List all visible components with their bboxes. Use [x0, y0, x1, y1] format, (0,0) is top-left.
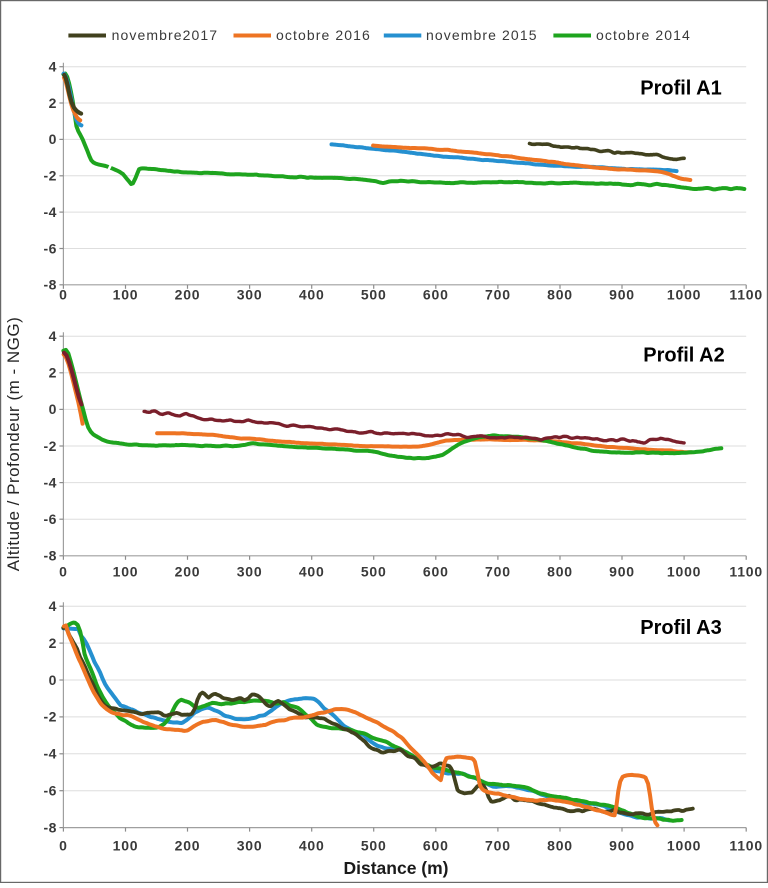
svg-text:300: 300 — [237, 563, 263, 579]
svg-text:-4: -4 — [43, 204, 56, 220]
svg-text:-4: -4 — [43, 474, 56, 490]
svg-text:novembre 2015: novembre 2015 — [426, 27, 538, 43]
svg-text:Profil A1: Profil A1 — [640, 78, 722, 100]
svg-text:200: 200 — [175, 286, 201, 302]
svg-text:600: 600 — [423, 837, 449, 853]
svg-text:novembre2017: novembre2017 — [112, 27, 219, 43]
svg-text:2: 2 — [49, 365, 57, 381]
svg-text:200: 200 — [175, 837, 201, 853]
svg-text:0: 0 — [49, 672, 57, 688]
svg-text:-4: -4 — [43, 746, 56, 762]
svg-text:100: 100 — [113, 837, 139, 853]
svg-text:400: 400 — [299, 563, 325, 579]
svg-text:1000: 1000 — [667, 286, 701, 302]
svg-text:-8: -8 — [43, 277, 56, 293]
svg-text:4: 4 — [49, 59, 57, 75]
svg-text:500: 500 — [361, 286, 387, 302]
svg-text:octobre 2014: octobre 2014 — [596, 27, 691, 43]
svg-text:0: 0 — [49, 401, 57, 417]
svg-text:500: 500 — [361, 563, 387, 579]
svg-text:900: 900 — [609, 563, 635, 579]
svg-text:4: 4 — [49, 598, 57, 614]
svg-text:2: 2 — [49, 95, 57, 111]
svg-text:1100: 1100 — [729, 286, 763, 302]
svg-text:100: 100 — [113, 563, 139, 579]
svg-text:900: 900 — [609, 286, 635, 302]
svg-text:-2: -2 — [43, 438, 56, 454]
svg-text:600: 600 — [423, 563, 449, 579]
svg-text:-8: -8 — [43, 548, 56, 564]
svg-text:0: 0 — [59, 837, 68, 853]
svg-text:900: 900 — [609, 837, 635, 853]
svg-text:600: 600 — [423, 286, 449, 302]
svg-text:0: 0 — [59, 563, 68, 579]
svg-text:0: 0 — [59, 286, 68, 302]
svg-text:200: 200 — [175, 563, 201, 579]
svg-text:Distance (m): Distance (m) — [343, 858, 448, 878]
svg-text:Profil A2: Profil A2 — [643, 345, 725, 367]
svg-text:1000: 1000 — [667, 563, 701, 579]
svg-text:4: 4 — [49, 328, 57, 344]
svg-text:300: 300 — [237, 837, 263, 853]
svg-text:100: 100 — [113, 286, 139, 302]
svg-text:-8: -8 — [43, 819, 56, 835]
svg-text:Profil A3: Profil A3 — [640, 617, 722, 639]
svg-text:800: 800 — [547, 837, 573, 853]
svg-text:0: 0 — [49, 131, 57, 147]
svg-text:-6: -6 — [43, 511, 56, 527]
svg-text:-2: -2 — [43, 168, 56, 184]
svg-text:-6: -6 — [43, 783, 56, 799]
svg-text:2: 2 — [49, 635, 57, 651]
svg-text:300: 300 — [237, 286, 263, 302]
svg-text:Altitude / Profondeur (m - NGG: Altitude / Profondeur (m - NGG) — [4, 317, 23, 572]
svg-text:700: 700 — [485, 837, 511, 853]
svg-text:800: 800 — [547, 286, 573, 302]
svg-text:1000: 1000 — [667, 837, 701, 853]
svg-text:-6: -6 — [43, 240, 56, 256]
svg-text:800: 800 — [547, 563, 573, 579]
svg-text:-2: -2 — [43, 709, 56, 725]
svg-text:1100: 1100 — [729, 563, 763, 579]
svg-text:400: 400 — [299, 286, 325, 302]
svg-text:700: 700 — [485, 563, 511, 579]
svg-text:700: 700 — [485, 286, 511, 302]
svg-text:500: 500 — [361, 837, 387, 853]
svg-text:1100: 1100 — [729, 837, 763, 853]
svg-text:octobre 2016: octobre 2016 — [276, 27, 371, 43]
svg-text:400: 400 — [299, 837, 325, 853]
